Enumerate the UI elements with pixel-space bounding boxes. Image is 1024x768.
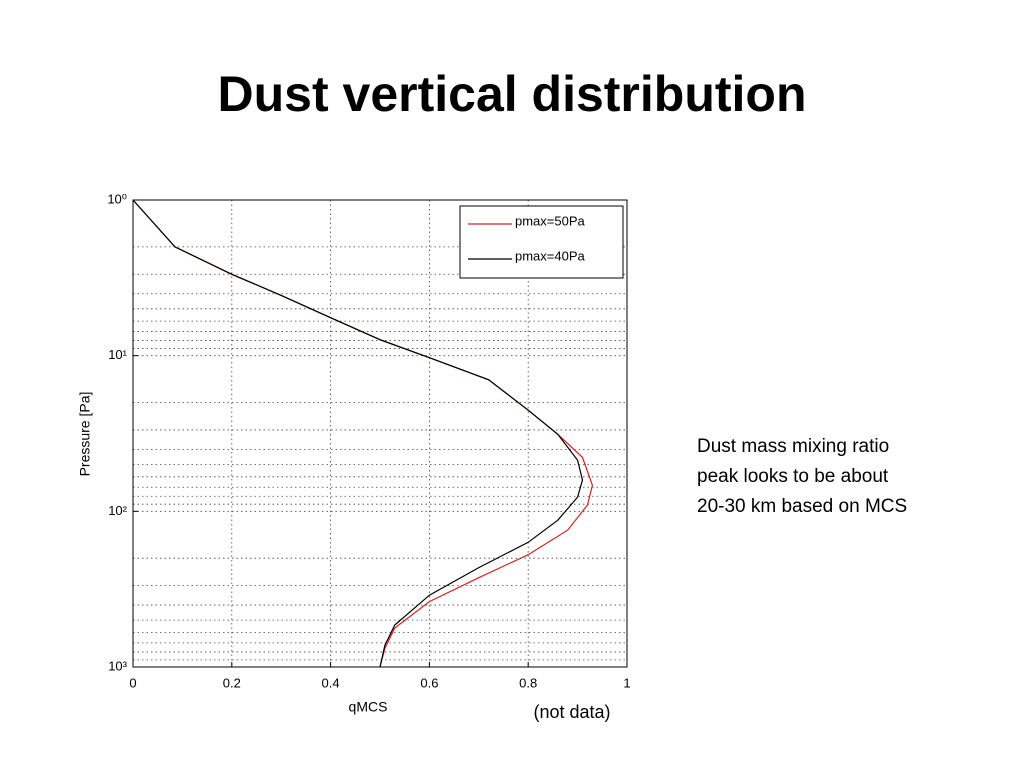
annotation: (not data) bbox=[533, 702, 610, 722]
legend-label: pmax=40Pa bbox=[515, 248, 586, 263]
y-axis-label: Pressure [Pa] bbox=[77, 392, 93, 477]
x-tick-label: 1 bbox=[623, 675, 630, 690]
x-axis-label: qMCS bbox=[349, 699, 388, 715]
annotation: Dust mass mixing ratio bbox=[697, 436, 889, 457]
y-tick-label: 10⁰ bbox=[107, 191, 127, 206]
series-line bbox=[132, 199, 584, 668]
x-tick-label: 0.6 bbox=[420, 675, 438, 690]
y-tick-label: 10³ bbox=[108, 658, 127, 673]
legend-label: pmax=50Pa bbox=[515, 213, 586, 228]
legend-box bbox=[459, 205, 624, 279]
annotation: peak looks to be about bbox=[697, 466, 889, 487]
annotation: 20-30 km based on MCS bbox=[697, 496, 907, 517]
y-tick-label: 10² bbox=[108, 503, 127, 518]
slide-title: Dust vertical distribution bbox=[218, 66, 807, 122]
y-tick-label: 10¹ bbox=[108, 347, 127, 362]
x-tick-label: 0.2 bbox=[223, 675, 241, 690]
x-tick-label: 0.8 bbox=[519, 675, 537, 690]
x-tick-label: 0 bbox=[129, 675, 136, 690]
x-tick-label: 0.4 bbox=[322, 675, 340, 690]
